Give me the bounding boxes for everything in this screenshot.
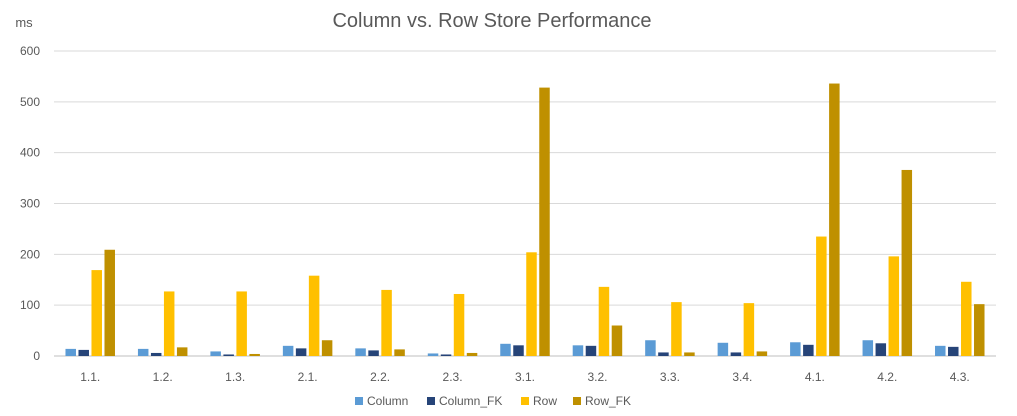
bar-column-fk — [368, 350, 379, 356]
bar-column — [137, 348, 149, 356]
bar-row — [526, 252, 537, 356]
bar-row — [381, 289, 392, 356]
bar-row — [816, 236, 827, 356]
legend-label: Column_FK — [439, 394, 502, 408]
x-axis-categories: 1.1. 1.2. 1.3. 2.1. 2.2. 2.3. 3.1. 3.2. 3.3. 3.4.… — [80, 370, 970, 384]
bar-row-fk — [539, 87, 550, 356]
bar-row-fk — [176, 347, 188, 356]
x-category-label: 2.2. — [370, 370, 390, 384]
bar-row — [598, 286, 610, 356]
bar-row-fk — [321, 340, 333, 356]
bar-column-fk — [295, 348, 307, 356]
bar-row-fk — [611, 325, 623, 356]
bar-column-fk — [875, 343, 887, 356]
bar-row — [453, 293, 465, 356]
bar-row-fk — [684, 352, 695, 356]
x-category-label: 1.3. — [225, 370, 245, 384]
legend-swatch — [521, 397, 529, 405]
bar-row-fk — [394, 349, 405, 356]
bar-column — [500, 343, 511, 356]
x-category-label: 1.1. — [80, 370, 100, 384]
bar-row — [163, 291, 175, 356]
x-category-label: 4.2. — [877, 370, 897, 384]
bar-row-fk — [901, 169, 913, 356]
x-category-label: 4.3. — [950, 370, 970, 384]
x-category-label: 2.1. — [298, 370, 318, 384]
bar-column-fk — [585, 345, 597, 356]
bar-row — [236, 291, 247, 356]
bar-column-fk — [150, 352, 162, 356]
bar-column-fk — [948, 346, 959, 356]
bar-column — [65, 348, 76, 356]
gridlines — [54, 50, 996, 357]
bar-column — [645, 340, 656, 356]
bar-row — [671, 302, 682, 356]
y-axis-unit-label: ms — [15, 15, 33, 30]
legend: Column Column_FK Row Row_FK — [355, 394, 631, 408]
bar-column — [427, 353, 439, 356]
bar-column — [282, 345, 294, 356]
y-tick-label: 100 — [20, 298, 40, 312]
bar-row — [961, 281, 972, 356]
legend-swatch — [427, 397, 435, 405]
bar-column-fk — [513, 345, 524, 356]
x-category-label: 3.2. — [587, 370, 607, 384]
bar-column-fk — [730, 352, 742, 356]
legend-label: Row_FK — [585, 394, 631, 408]
y-tick-label: 400 — [20, 146, 40, 160]
x-category-label: 2.3. — [443, 370, 463, 384]
bar-row — [888, 256, 900, 356]
bar-column — [935, 345, 946, 356]
legend-label: Column — [367, 394, 408, 408]
x-category-label: 3.1. — [515, 370, 535, 384]
legend-swatch — [573, 397, 581, 405]
bar-column-fk — [223, 354, 234, 356]
bar-column-fk — [658, 352, 669, 356]
x-category-label: 4.1. — [805, 370, 825, 384]
bar-column — [790, 342, 801, 356]
y-tick-label: 200 — [20, 247, 40, 261]
y-tick-label: 600 — [20, 44, 40, 58]
y-tick-label: 0 — [33, 349, 40, 363]
bar-column-fk — [78, 349, 89, 356]
bar-row-fk — [104, 249, 115, 356]
chart-title: Column vs. Row Store Performance — [332, 10, 651, 32]
x-category-label: 3.4. — [732, 370, 752, 384]
y-tick-label: 300 — [20, 197, 40, 211]
bar-column — [717, 342, 729, 356]
bar-row-fk — [974, 304, 985, 356]
bar-column-fk — [440, 354, 452, 356]
legend-label: Row — [533, 394, 557, 408]
bar-column-fk — [803, 344, 814, 356]
bar-row-fk — [249, 353, 260, 356]
x-category-label: 3.3. — [660, 370, 680, 384]
bar-row — [743, 303, 755, 356]
bar-row-fk — [756, 351, 768, 356]
bar-row-fk — [829, 83, 840, 357]
y-axis-ticks: 0 100 200 300 400 500 600 — [20, 44, 40, 363]
bars — [65, 83, 985, 357]
bar-row — [308, 275, 320, 356]
bar-column — [210, 351, 221, 356]
bar-column — [862, 340, 874, 356]
bar-column — [572, 345, 584, 356]
bar-row — [91, 270, 102, 356]
bar-column — [355, 348, 366, 356]
y-tick-label: 500 — [20, 95, 40, 109]
bar-row-fk — [466, 352, 478, 356]
legend-swatch — [355, 397, 363, 405]
x-category-label: 1.2. — [153, 370, 173, 384]
